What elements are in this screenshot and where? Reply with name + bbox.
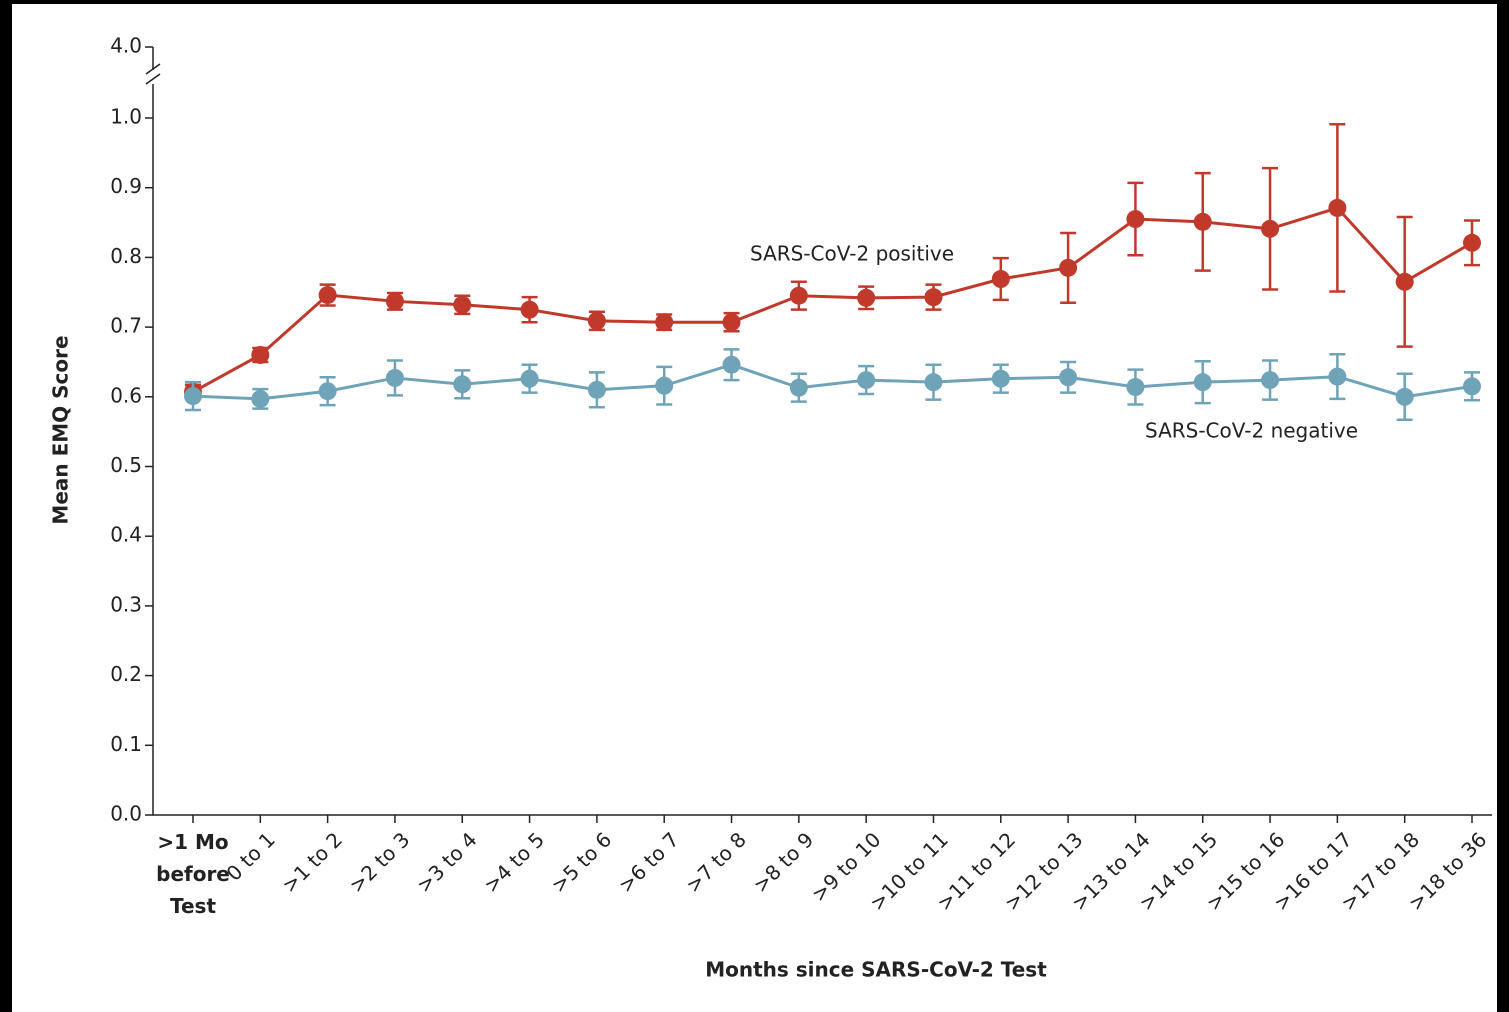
data-point bbox=[1395, 272, 1414, 291]
series-line bbox=[192, 206, 1473, 394]
data-point bbox=[1126, 378, 1145, 397]
data-point bbox=[789, 378, 808, 397]
y-tick-label: 0.9 bbox=[110, 174, 142, 198]
data-point bbox=[385, 292, 404, 311]
data-point bbox=[722, 355, 741, 374]
x-tick-label-line: before bbox=[156, 862, 230, 886]
y-tick-label: 0.5 bbox=[110, 453, 142, 477]
background bbox=[12, 4, 1497, 1012]
data-point bbox=[1126, 210, 1145, 229]
data-point bbox=[924, 288, 943, 307]
x-axis-title: Months since SARS-CoV-2 Test bbox=[705, 958, 1047, 982]
y-tick-label: 0.7 bbox=[110, 314, 142, 338]
data-point bbox=[655, 376, 674, 395]
axis-break bbox=[145, 63, 161, 85]
data-point bbox=[1463, 233, 1481, 252]
data-point bbox=[1395, 387, 1414, 406]
x-tick-label-line: >1 Mo bbox=[157, 830, 228, 854]
data-point bbox=[1328, 367, 1347, 386]
data-point bbox=[453, 375, 472, 394]
y-tick-label: 4.0 bbox=[110, 34, 142, 58]
x-tick-label: >1 Mo before Test bbox=[156, 830, 230, 918]
y-tick-label: 0.4 bbox=[110, 523, 142, 547]
y-tick-label: 0.1 bbox=[110, 732, 142, 756]
data-point bbox=[991, 369, 1010, 388]
data-point bbox=[587, 311, 606, 330]
y-axis-title: Mean EMQ Score bbox=[49, 335, 73, 524]
series-label: SARS-CoV-2 negative bbox=[1145, 419, 1358, 443]
data-point bbox=[1463, 377, 1481, 396]
data-point bbox=[1193, 212, 1212, 231]
data-point bbox=[857, 371, 876, 390]
data-point bbox=[1261, 371, 1280, 390]
data-point bbox=[857, 288, 876, 307]
data-point bbox=[184, 387, 202, 406]
data-point bbox=[1059, 258, 1078, 277]
data-point bbox=[318, 382, 337, 401]
data-point bbox=[251, 389, 270, 408]
y-tick-label: 0.2 bbox=[110, 662, 142, 686]
y-tick-label: 0.3 bbox=[110, 592, 142, 616]
data-point bbox=[453, 295, 472, 314]
data-point bbox=[1328, 198, 1347, 217]
data-point bbox=[789, 286, 808, 305]
y-tick-label: 0.0 bbox=[110, 802, 142, 826]
data-point bbox=[655, 313, 674, 332]
y-tick-label: 0.6 bbox=[110, 383, 142, 407]
data-point bbox=[520, 369, 539, 388]
data-point bbox=[385, 368, 404, 387]
data-point bbox=[924, 373, 943, 392]
y-tick-label: 0.8 bbox=[110, 244, 142, 268]
data-point bbox=[251, 345, 270, 364]
x-tick-label-line: Test bbox=[170, 894, 216, 918]
data-point bbox=[1059, 368, 1078, 387]
data-point bbox=[318, 286, 337, 305]
data-point bbox=[991, 270, 1010, 289]
series-line bbox=[192, 363, 1473, 401]
data-point bbox=[722, 313, 741, 332]
data-point bbox=[587, 380, 606, 399]
y-tick-label: 1.0 bbox=[110, 105, 142, 129]
data-point bbox=[1193, 373, 1212, 392]
data-point bbox=[520, 300, 539, 319]
data-point bbox=[1261, 219, 1280, 238]
series-label: SARS-CoV-2 positive bbox=[750, 242, 954, 266]
